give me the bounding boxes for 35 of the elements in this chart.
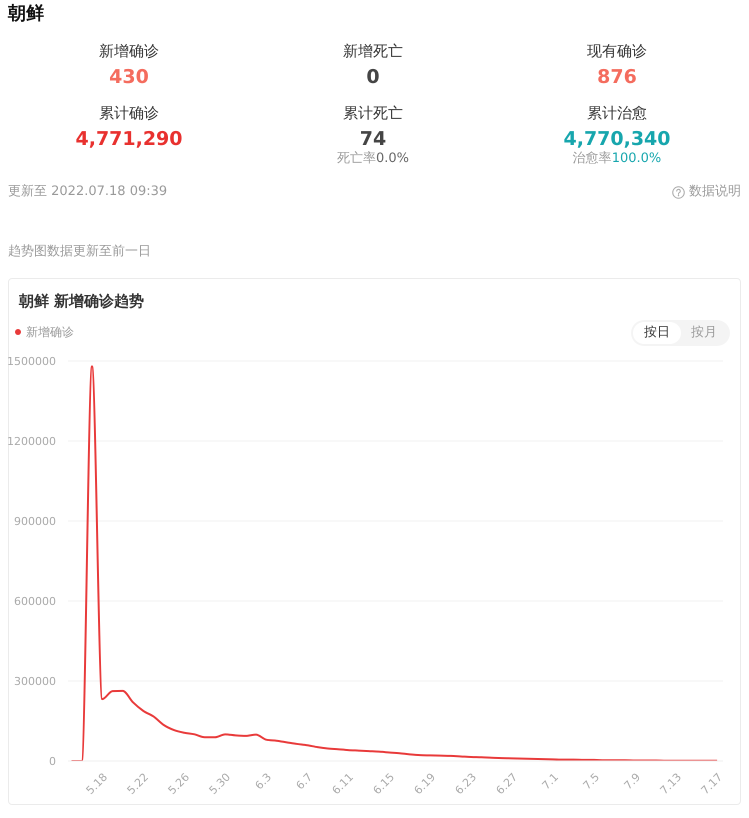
text: 0.0% — [376, 151, 410, 166]
text: 新增死亡 — [343, 42, 403, 60]
text: 876 — [597, 66, 637, 88]
chart-title: 朝鲜 新增确诊趋势 — [19, 292, 144, 310]
y-tick-label: 0 — [49, 754, 56, 768]
y-tick-label: 1500000 — [7, 354, 56, 368]
text: 新增确诊 — [99, 42, 159, 60]
y-tick-label: 600000 — [14, 594, 56, 608]
text: 现有确诊 — [587, 42, 647, 60]
text: 累计确诊 — [99, 104, 159, 122]
text: 100.0% — [612, 151, 662, 166]
text: 数据说明 — [689, 183, 741, 201]
text: 治愈率 — [572, 151, 612, 166]
text: 死亡率 — [336, 151, 376, 166]
text: 4,770,340 — [564, 128, 670, 150]
text: 朝鲜 — [8, 3, 44, 24]
x-tick-label: 6.7 — [294, 770, 316, 792]
text: 更新至 2022.07.18 09:39 — [8, 184, 168, 199]
text: 累计死亡 — [343, 104, 403, 122]
x-tick-label: 7.1 — [540, 770, 562, 792]
x-tick-label: 6.3 — [252, 770, 274, 792]
text: 累计治愈 — [587, 104, 647, 122]
y-tick-label: 1200000 — [7, 434, 56, 448]
text: 430 — [109, 66, 149, 88]
text: 0 — [366, 66, 380, 88]
line-series — [72, 365, 718, 761]
text: 74 — [360, 128, 386, 150]
x-tick-label: 7.9 — [622, 770, 644, 792]
y-tick-label: 900000 — [14, 514, 56, 528]
x-tick-label: 7.5 — [580, 770, 602, 792]
legend-label: 新增确诊 — [26, 324, 74, 340]
text: 趋势图数据更新至前一日 — [8, 244, 151, 259]
text: 4,771,290 — [76, 128, 182, 150]
y-tick-label: 300000 — [14, 674, 56, 688]
segmented-control: 按日 按月 — [631, 320, 730, 346]
